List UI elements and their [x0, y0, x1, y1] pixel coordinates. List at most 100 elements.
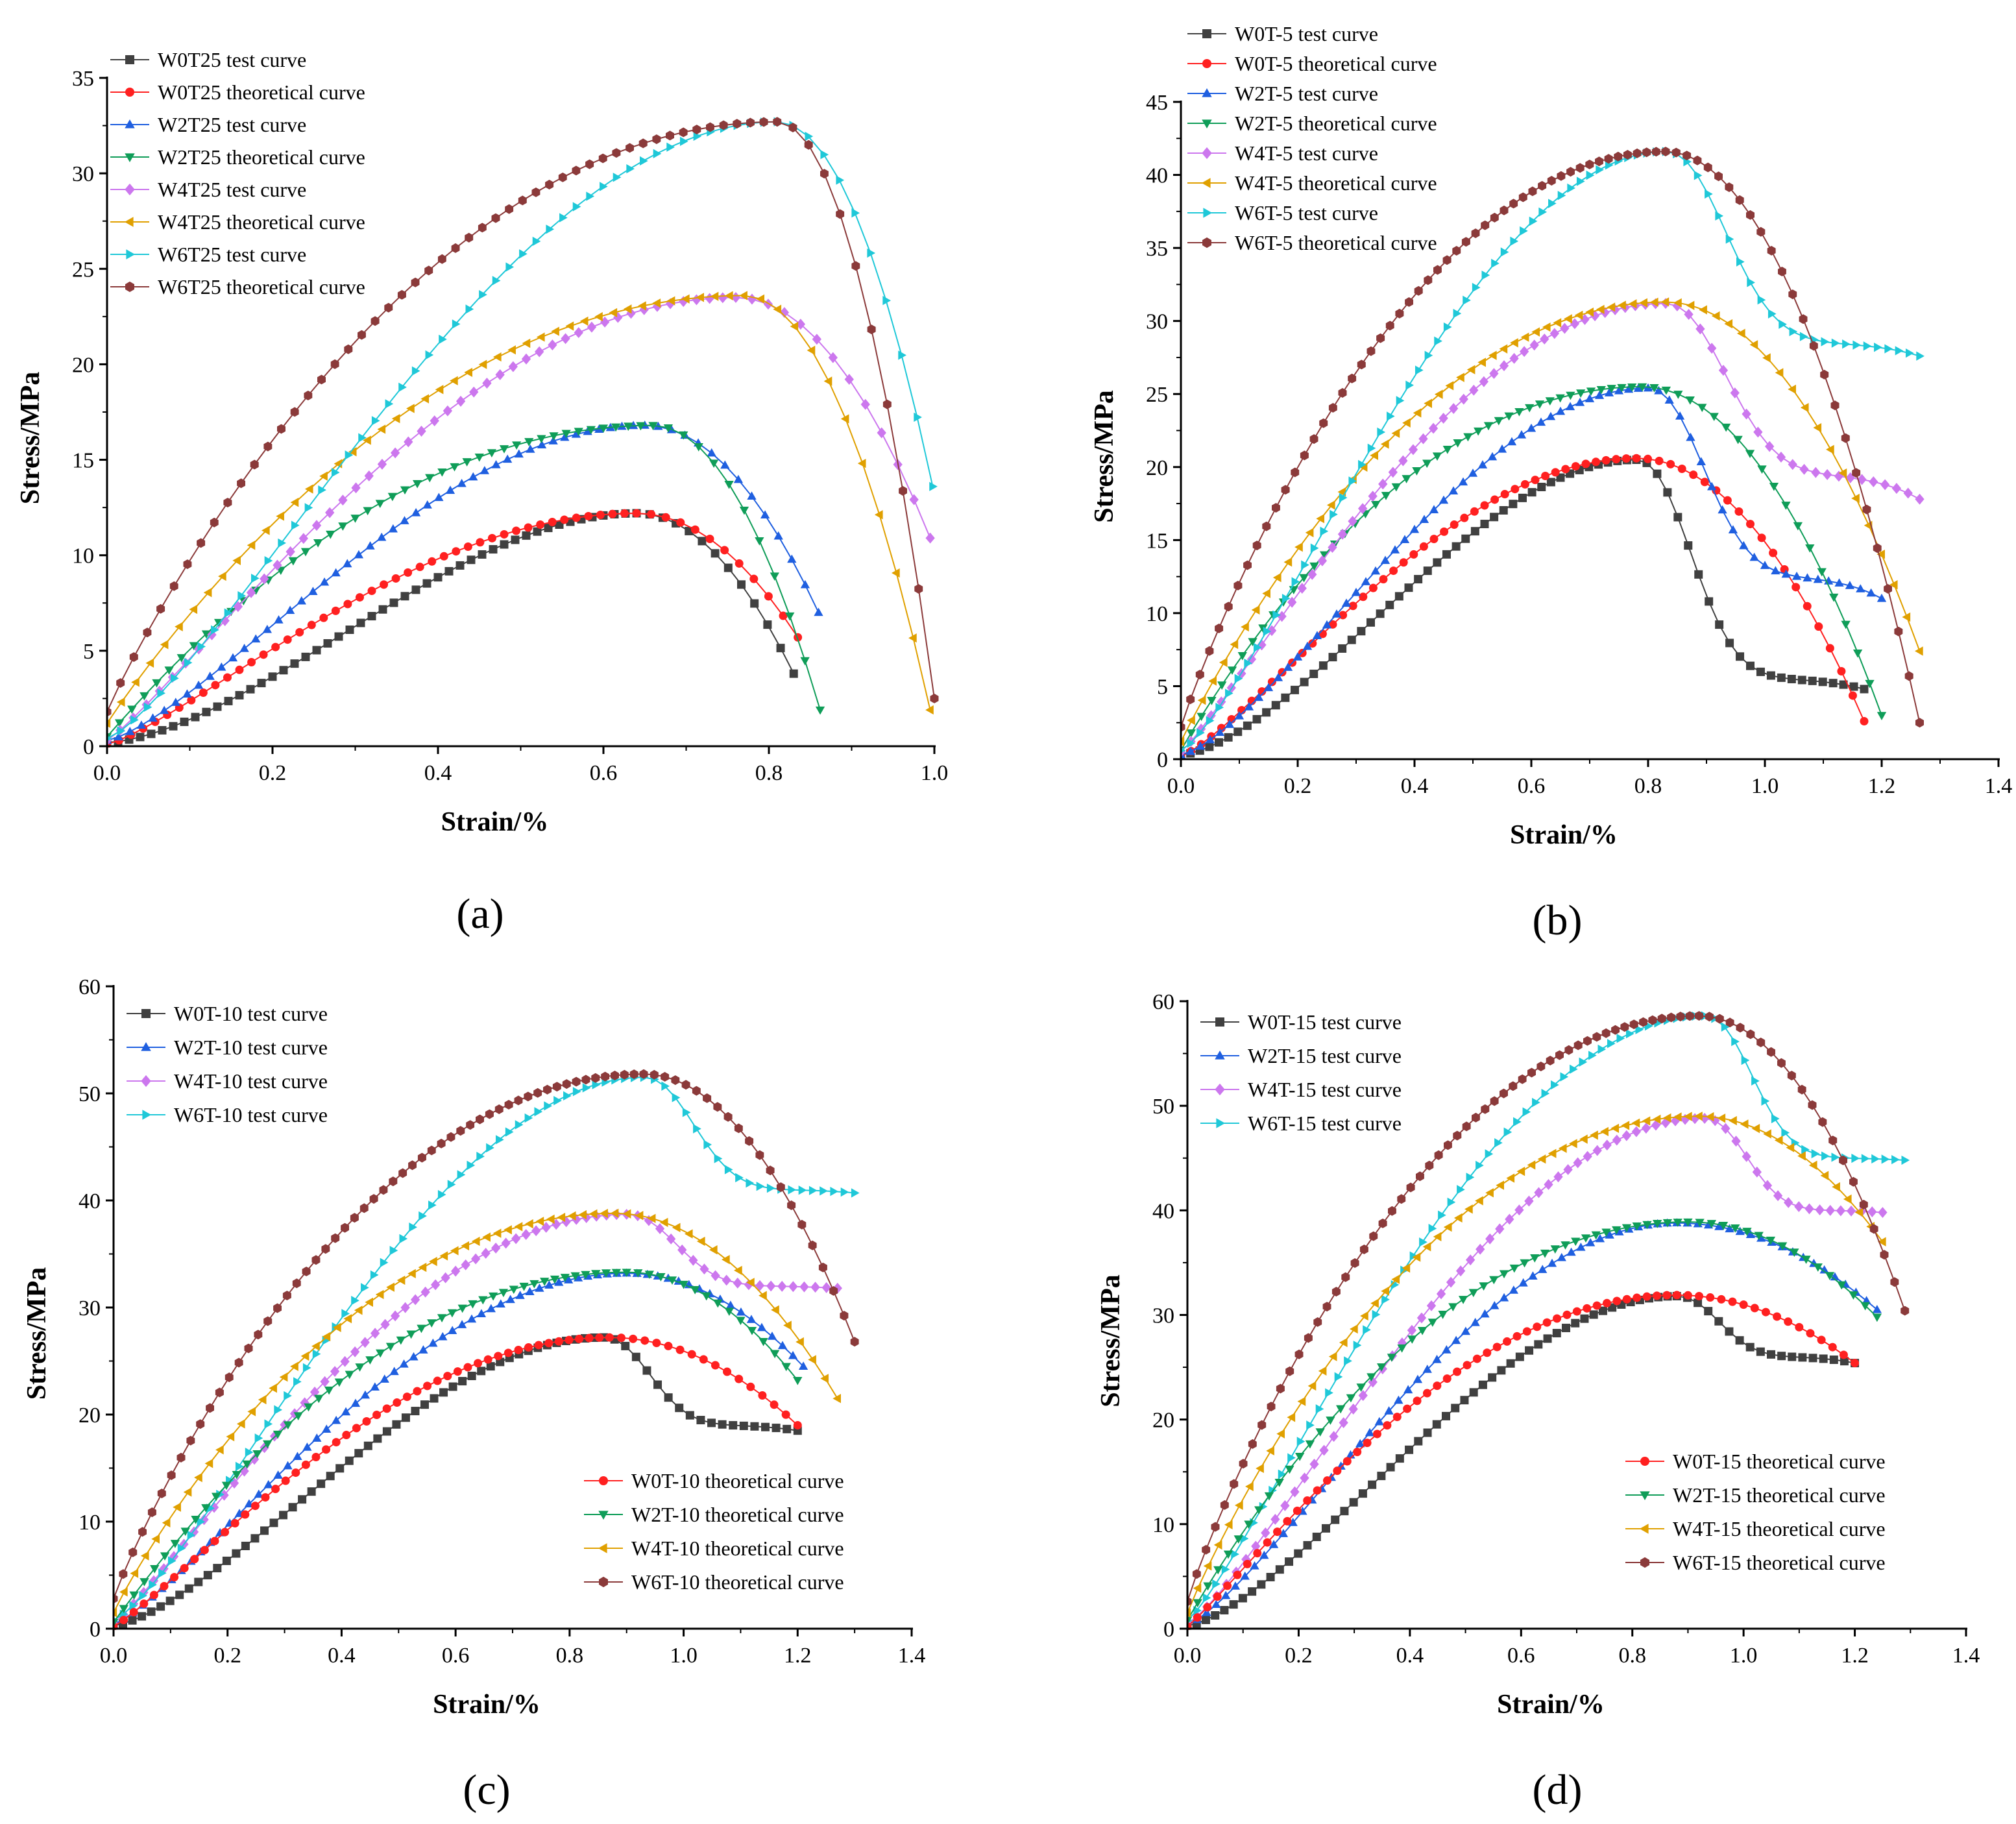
data-point — [1490, 1096, 1499, 1106]
data-point — [439, 334, 447, 345]
data-point — [773, 531, 783, 540]
data-point — [173, 1502, 181, 1512]
legend-label: W0T25 theoretical curve — [158, 80, 365, 104]
legend-item: W0T-15 theoretical curve — [1625, 1450, 1886, 1473]
data-point — [1280, 1500, 1290, 1511]
data-point — [175, 1590, 184, 1599]
data-point — [536, 520, 545, 529]
data-point — [302, 1442, 312, 1451]
data-point — [1617, 383, 1627, 393]
data-point — [348, 447, 357, 457]
data-point — [648, 422, 658, 431]
data-point — [107, 736, 112, 742]
data-point — [258, 1394, 267, 1405]
data-point — [524, 438, 534, 446]
data-point — [1371, 500, 1381, 509]
data-point — [1402, 418, 1411, 428]
data-point — [1308, 639, 1317, 648]
data-point — [411, 585, 420, 594]
data-point — [1485, 1149, 1494, 1159]
data-point — [1519, 346, 1529, 358]
data-point — [500, 529, 509, 539]
data-point — [1485, 1233, 1495, 1245]
data-point — [1573, 1040, 1583, 1051]
x-tick-label: 0.0 — [93, 761, 121, 785]
data-point — [413, 1387, 422, 1396]
data-point — [1600, 1126, 1609, 1137]
x-tick-label: 1.2 — [784, 1644, 812, 1668]
data-point — [1376, 1363, 1387, 1372]
data-point — [1514, 1204, 1524, 1216]
data-point — [1528, 1271, 1538, 1280]
data-point — [1368, 1480, 1377, 1489]
data-point — [1220, 1500, 1229, 1510]
data-point — [479, 289, 487, 300]
data-point — [488, 1292, 498, 1301]
data-point — [1275, 1565, 1284, 1574]
data-point — [505, 262, 515, 272]
panel-label: (d) — [1533, 1766, 1583, 1814]
data-point — [1894, 626, 1903, 637]
data-point — [1731, 1136, 1741, 1147]
data-point — [1571, 1319, 1580, 1328]
data-point — [1313, 1317, 1322, 1327]
data-point — [377, 424, 386, 434]
data-point — [408, 1160, 417, 1171]
data-point — [193, 680, 204, 689]
data-point — [1397, 1337, 1407, 1349]
data-point — [1317, 555, 1328, 566]
data-point — [343, 559, 352, 568]
data-point — [1233, 581, 1243, 590]
data-point — [1224, 733, 1233, 742]
data-point — [857, 458, 866, 468]
y-tick-label: 10 — [72, 544, 94, 568]
data-point — [268, 672, 277, 681]
legend-marker — [142, 1110, 152, 1120]
data-point — [437, 254, 446, 264]
data-point — [1419, 542, 1428, 551]
data-point — [793, 1421, 802, 1429]
data-point — [1534, 1187, 1544, 1198]
data-point — [1390, 545, 1400, 553]
data-point — [311, 1452, 321, 1461]
data-point — [279, 666, 288, 675]
series-line — [1181, 385, 1882, 751]
data-point — [1479, 1282, 1488, 1291]
data-point — [411, 1407, 420, 1416]
data-point — [624, 422, 633, 432]
data-point — [1363, 1325, 1371, 1335]
data-point — [1777, 673, 1786, 682]
data-point — [770, 1400, 779, 1409]
data-point — [1628, 299, 1637, 309]
data-point — [1563, 1164, 1573, 1175]
data-point — [1453, 1130, 1462, 1141]
data-point — [1753, 426, 1763, 438]
data-point — [620, 509, 629, 518]
data-point — [844, 374, 854, 385]
data-point — [138, 1612, 147, 1621]
data-point — [500, 540, 509, 549]
data-point — [457, 1170, 466, 1180]
data-point — [1386, 1463, 1395, 1472]
data-point — [638, 138, 648, 149]
data-point — [639, 1069, 648, 1079]
data-point — [534, 1107, 543, 1117]
data-point — [524, 1343, 533, 1352]
data-point — [1736, 1023, 1745, 1033]
data-point — [1506, 1359, 1515, 1368]
data-point — [232, 1470, 241, 1479]
data-point — [1695, 323, 1705, 335]
data-point — [718, 292, 727, 304]
data-point — [313, 539, 323, 548]
data-point — [210, 1537, 219, 1546]
data-point — [1695, 1292, 1704, 1301]
data-point — [1604, 154, 1613, 164]
data-point — [777, 1280, 787, 1292]
data-point — [224, 608, 233, 618]
data-point — [908, 633, 917, 643]
legend-label: W4T-10 test curve — [174, 1069, 328, 1093]
data-point — [514, 1222, 523, 1232]
data-point — [1303, 1496, 1312, 1505]
data-point — [1380, 439, 1389, 449]
